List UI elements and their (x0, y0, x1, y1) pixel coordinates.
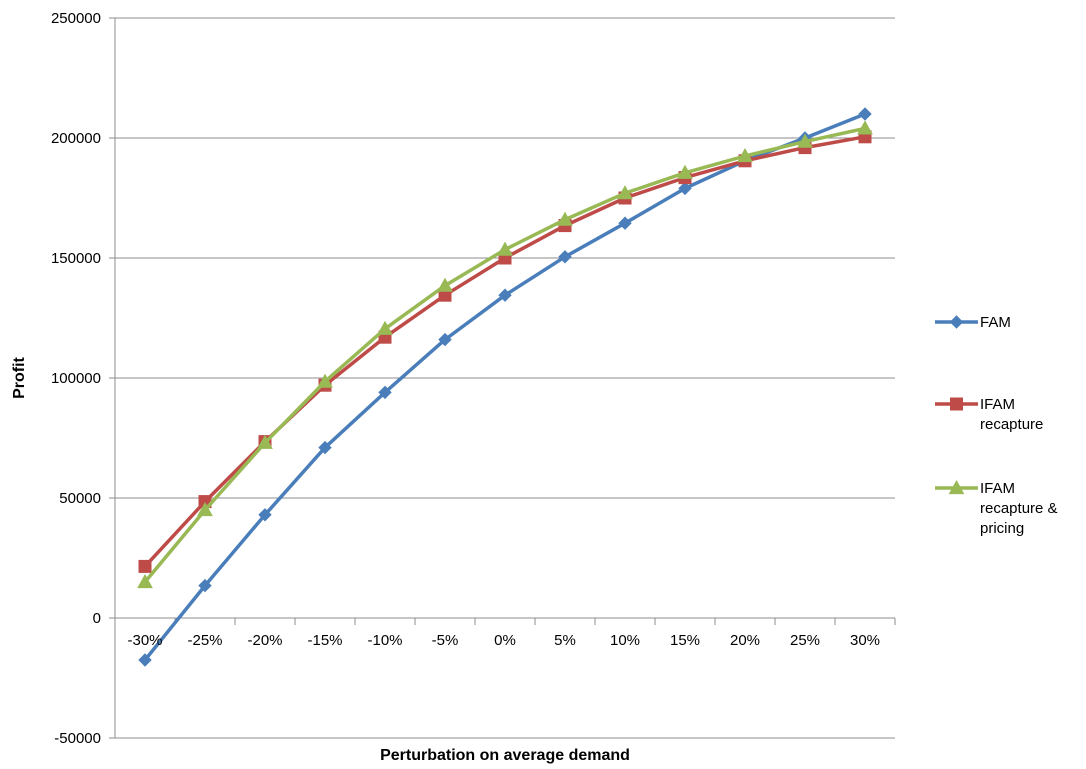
legend-marker (950, 397, 963, 411)
legend-item-1: FAM (935, 314, 1011, 331)
legend-label: pricing (980, 520, 1024, 537)
data-point (737, 147, 753, 163)
data-point (797, 133, 813, 148)
y-axis-title: Profit (11, 356, 28, 398)
data-point (858, 107, 872, 121)
legend-label: recapture (980, 416, 1043, 433)
data-point (558, 250, 572, 264)
x-tick-label: -20% (247, 632, 282, 649)
y-tick-label: 50000 (59, 490, 101, 507)
data-point (197, 501, 213, 517)
series-line (143, 126, 866, 584)
data-point (677, 164, 693, 179)
data-point (378, 385, 392, 400)
gridlines (115, 17, 895, 739)
data-point (497, 241, 513, 256)
legend-marker (949, 315, 964, 329)
data-point (618, 216, 632, 230)
legend-label: FAM (980, 314, 1011, 331)
tick-labels: -50000 0 50000 100000 150000 200000 250000 -30%… (51, 10, 880, 747)
x-tick-label: -30% (127, 632, 162, 649)
x-tick-label: 25% (790, 632, 820, 649)
x-tick-label: 20% (730, 632, 760, 649)
data-point (617, 185, 633, 200)
y-tick-label: 0 (93, 610, 101, 627)
legend-item-2: IFAM recapture (935, 396, 1043, 433)
legend: FAM IFAM recapture IFAM recapture & pricing (935, 314, 1058, 537)
axes (109, 17, 896, 739)
data-point (377, 320, 393, 335)
y-tick-label: 150000 (51, 250, 101, 267)
data-point (198, 578, 212, 593)
data-point (138, 559, 152, 573)
series-3 (137, 120, 873, 589)
y-tick-label: 250000 (51, 10, 101, 27)
series-line (143, 135, 866, 568)
y-tick-label: 200000 (51, 130, 101, 147)
data-point (678, 181, 692, 196)
series-1 (138, 107, 872, 667)
x-tick-label: -5% (432, 632, 459, 649)
y-tick-label: 100000 (51, 370, 101, 387)
data-point (318, 440, 332, 455)
y-tick-label: -50000 (54, 730, 101, 747)
legend-label: IFAM (980, 396, 1015, 413)
x-tick-label: 0% (494, 632, 516, 649)
data-point (437, 277, 453, 292)
x-tick-label: -10% (367, 632, 402, 649)
legend-label: recapture & (980, 500, 1058, 517)
legend-label: IFAM (980, 480, 1015, 497)
x-tick-label: -15% (307, 632, 342, 649)
data-point (138, 653, 152, 667)
legend-marker (948, 479, 965, 495)
x-tick-label: 5% (554, 632, 576, 649)
x-tick-label: 15% (670, 632, 700, 649)
series-line (143, 112, 866, 662)
data-point (857, 120, 873, 135)
data-point (498, 288, 512, 302)
x-tick-label: 30% (850, 632, 880, 649)
x-tick-label: 10% (610, 632, 640, 649)
series-lines (137, 107, 873, 667)
legend-item-3: IFAM recapture & pricing (935, 479, 1058, 537)
data-point (317, 373, 333, 388)
data-point (257, 434, 273, 449)
data-point (137, 573, 153, 589)
data-point (557, 211, 573, 226)
data-point (258, 508, 272, 522)
x-axis-title: Perturbation on average demand (380, 747, 630, 764)
data-point (438, 332, 452, 347)
x-tick-label: -25% (187, 632, 222, 649)
series-2 (138, 130, 872, 573)
